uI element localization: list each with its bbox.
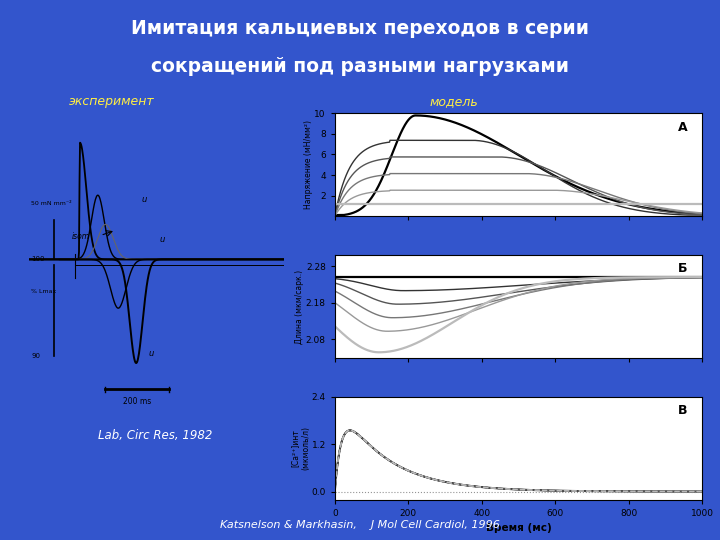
Text: 50 mN mm⁻²: 50 mN mm⁻² <box>32 201 72 206</box>
Text: 100: 100 <box>32 256 45 262</box>
Text: А: А <box>678 120 688 133</box>
Text: u: u <box>149 349 154 358</box>
Y-axis label: Напряжение (мН/мм²): Напряжение (мН/мм²) <box>304 120 313 209</box>
Text: Katsnelson & Markhasin,    J Mol Cell Cardiol, 1996: Katsnelson & Markhasin, J Mol Cell Cardi… <box>220 520 500 530</box>
Text: сокращений под разными нагрузками: сокращений под разными нагрузками <box>151 57 569 76</box>
Y-axis label: [Ca²⁺]инт
(мкмоль/л): [Ca²⁺]инт (мкмоль/л) <box>291 426 310 470</box>
Text: Б: Б <box>678 262 688 275</box>
X-axis label: Время (мс): Время (мс) <box>485 523 552 533</box>
Text: эксперимент: эксперимент <box>69 95 154 108</box>
Text: 90: 90 <box>32 353 40 359</box>
Text: модель: модель <box>429 95 478 108</box>
Y-axis label: Длина (мкм/сарк.): Длина (мкм/сарк.) <box>295 269 305 343</box>
Text: В: В <box>678 404 688 417</box>
Text: isom: isom <box>72 232 90 241</box>
Text: Имитация кальциевых переходов в серии: Имитация кальциевых переходов в серии <box>131 19 589 38</box>
Text: % Lmax: % Lmax <box>32 289 57 294</box>
Text: Lab, Circ Res, 1982: Lab, Circ Res, 1982 <box>98 429 212 442</box>
Text: u: u <box>141 195 146 204</box>
Text: 200 ms: 200 ms <box>123 397 151 406</box>
Text: u: u <box>159 235 164 244</box>
